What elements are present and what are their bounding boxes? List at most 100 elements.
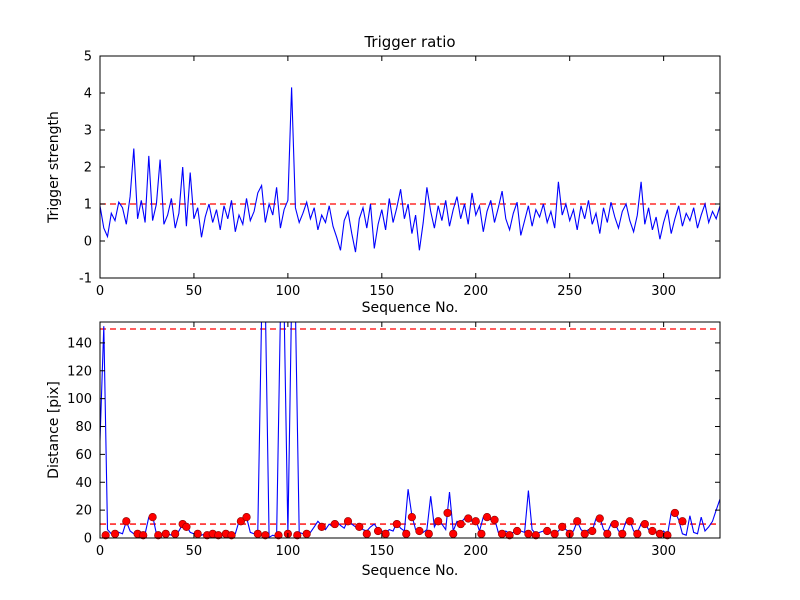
scatter-point <box>524 529 533 538</box>
scatter-point <box>648 526 657 536</box>
scatter-point <box>580 529 589 538</box>
scatter-point <box>640 519 649 529</box>
x-tick-label: 50 <box>186 284 203 299</box>
scatter-point <box>434 517 443 526</box>
scatter-point <box>148 512 157 522</box>
scatter-point <box>392 519 401 529</box>
scatter-point <box>193 529 202 538</box>
scatter-point <box>505 531 514 540</box>
scatter-point <box>588 526 597 536</box>
x-tick-label: 200 <box>463 544 488 559</box>
chart-title: Trigger ratio <box>363 33 455 51</box>
x-tick-label: 100 <box>275 544 300 559</box>
x-tick-label: 100 <box>275 284 300 299</box>
scatter-point <box>603 529 612 538</box>
scatter-point <box>355 522 364 531</box>
scatter-point <box>610 519 619 529</box>
scatter-point <box>655 529 664 538</box>
scatter-point <box>407 512 416 522</box>
y-tick-label: 5 <box>84 50 92 65</box>
top-xaxis-label: Sequence No. <box>362 300 459 316</box>
y-tick-label: 4 <box>84 87 92 102</box>
scatter-point <box>464 514 473 523</box>
scatter-point <box>443 508 452 518</box>
scatter-point <box>618 529 627 538</box>
scatter-point <box>330 519 339 529</box>
scatter-point <box>424 529 433 538</box>
scatter-point <box>456 519 465 529</box>
y-tick-label: 2 <box>84 161 92 176</box>
y-tick-label: 80 <box>75 420 92 435</box>
x-tick-label: 0 <box>96 284 104 299</box>
y-tick-label: -1 <box>79 272 92 287</box>
scatter-point <box>171 529 180 538</box>
scatter-point <box>595 514 604 523</box>
scatter-point <box>122 517 131 526</box>
scatter-point <box>302 529 311 538</box>
y-tick-label: 60 <box>75 448 92 463</box>
scatter-point <box>633 529 642 538</box>
scatter-point <box>512 526 522 536</box>
scatter-point <box>625 517 634 526</box>
x-tick-label: 0 <box>96 544 104 559</box>
scatter-point <box>101 531 110 540</box>
scatter-point <box>550 529 559 538</box>
scatter-point <box>402 529 411 538</box>
scatter-point <box>373 526 383 536</box>
x-tick-label: 150 <box>369 284 394 299</box>
scatter-point <box>317 522 326 531</box>
scatter-point <box>415 526 424 536</box>
scatter-point <box>531 531 540 540</box>
scatter-point <box>343 517 353 526</box>
y-tick-label: 140 <box>67 336 92 351</box>
y-tick-label: 0 <box>84 532 92 547</box>
scatter-point <box>670 508 680 518</box>
scatter-point <box>182 522 191 531</box>
x-tick-label: 300 <box>651 544 676 559</box>
bottom-plot: 0 50 100 150 200 250 300 0 20 40 60 80 100 120 140 <box>67 321 721 559</box>
bottom-yaxis-label: Distance [pix] <box>46 381 62 479</box>
y-tick-label: 1 <box>84 198 92 213</box>
scatter-point <box>497 529 507 538</box>
scatter-point <box>236 517 246 526</box>
scatter-point <box>381 529 390 538</box>
x-tick-label: 250 <box>557 544 582 559</box>
x-tick-label: 250 <box>557 284 582 299</box>
scatter-point <box>139 531 148 540</box>
y-tick-label: 40 <box>75 476 92 491</box>
scatter-point <box>449 529 458 538</box>
scatter-point <box>274 531 283 540</box>
scatter-point <box>110 529 120 538</box>
top-yaxis-label: Trigger strength <box>46 111 62 224</box>
scatter-point <box>482 512 492 522</box>
scatter-point <box>477 529 486 538</box>
y-tick-label: 20 <box>75 504 92 519</box>
y-tick-label: 3 <box>84 124 92 139</box>
y-tick-label: 0 <box>84 235 92 250</box>
scatter-point <box>253 529 262 538</box>
x-tick-label: 150 <box>369 544 394 559</box>
scatter-point <box>161 529 170 538</box>
scatter-point <box>471 517 480 526</box>
axes-frame <box>99 321 721 539</box>
series-line <box>100 87 720 253</box>
scatter-point <box>362 529 371 538</box>
y-tick-label: 120 <box>67 364 92 379</box>
axes-frame <box>99 55 721 279</box>
scatter-point <box>573 517 582 526</box>
scatter-point <box>543 526 552 536</box>
series-line <box>100 322 720 538</box>
scatter-point <box>678 517 687 526</box>
scatter-point <box>242 512 251 522</box>
scatter-point <box>293 531 302 540</box>
top-plot: 0 50 100 150 200 250 300 -1 0 1 2 3 4 5 <box>79 50 721 299</box>
x-tick-label: 50 <box>186 544 203 559</box>
x-tick-label: 200 <box>463 284 488 299</box>
scatter-point <box>558 522 567 531</box>
y-tick-label: 100 <box>67 392 92 407</box>
bottom-xaxis-label: Sequence No. <box>362 563 459 579</box>
scatter-point <box>261 531 270 540</box>
scatter-point <box>227 531 236 540</box>
